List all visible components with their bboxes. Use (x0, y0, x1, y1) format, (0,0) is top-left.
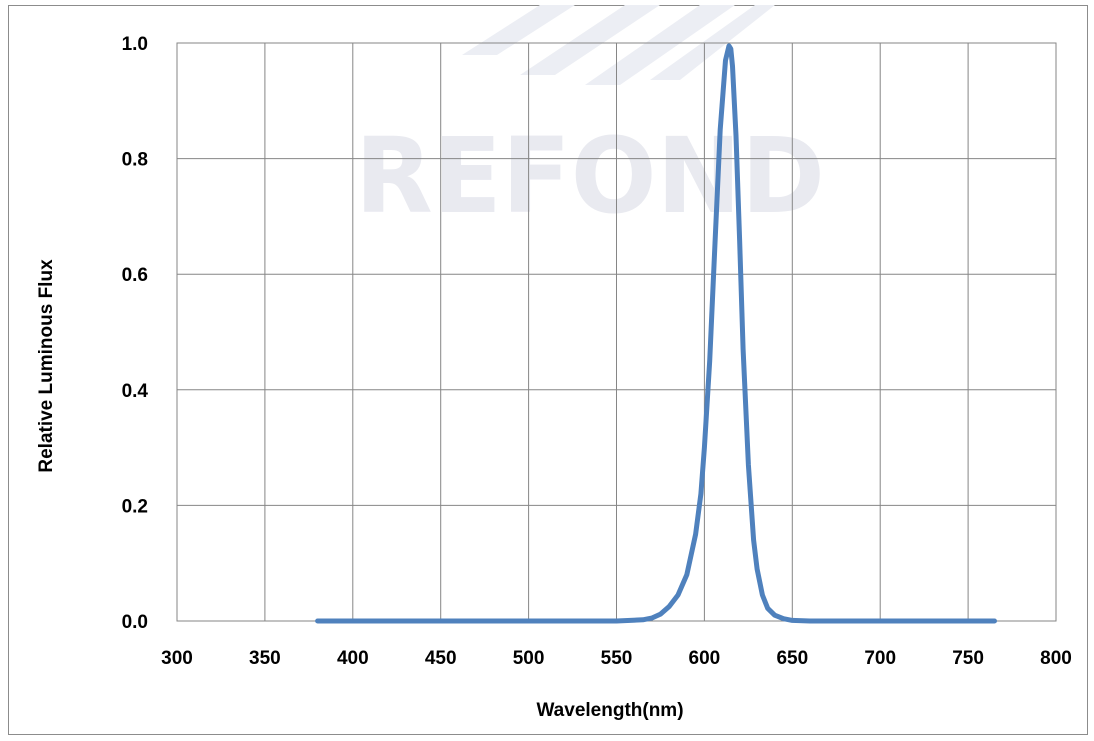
grid (176, 42, 1057, 622)
y-tick-label: 1.0 (122, 34, 148, 55)
x-axis-title: Wavelength(nm) (536, 700, 683, 721)
x-tick-label: 600 (689, 648, 721, 669)
chart-frame (8, 5, 1088, 735)
y-tick-label: 0.4 (122, 381, 149, 402)
watermark-stripe (462, 5, 575, 55)
series-layer (315, 43, 997, 624)
series-line (315, 43, 997, 624)
refond-watermark: REFOND (355, 5, 825, 237)
x-tick-labels: 300 350 400 450 500 550 600 650 700 750 800 (161, 648, 1072, 669)
x-tick-label: 750 (952, 648, 984, 669)
x-tick-label: 650 (776, 648, 808, 669)
y-tick-label: 0.2 (122, 496, 148, 517)
x-tick-label: 300 (161, 648, 193, 669)
x-tick-label: 350 (249, 648, 281, 669)
watermark-stripe (585, 5, 735, 85)
x-tick-label: 400 (337, 648, 369, 669)
y-axis-title: Relative Luminous Flux (36, 259, 57, 473)
x-tick-label: 800 (1040, 648, 1072, 669)
watermark-stripe (520, 5, 660, 75)
y-tick-label: 0.0 (122, 612, 148, 633)
watermark-text: REFOND (355, 115, 825, 237)
y-tick-label: 0.6 (122, 265, 148, 286)
x-tick-label: 450 (425, 648, 457, 669)
x-tick-label: 550 (601, 648, 633, 669)
y-tick-label: 0.8 (122, 150, 148, 171)
y-tick-labels: 0.0 0.2 0.4 0.6 0.8 1.0 (122, 34, 149, 633)
x-tick-label: 700 (864, 648, 896, 669)
x-tick-label: 500 (513, 648, 545, 669)
